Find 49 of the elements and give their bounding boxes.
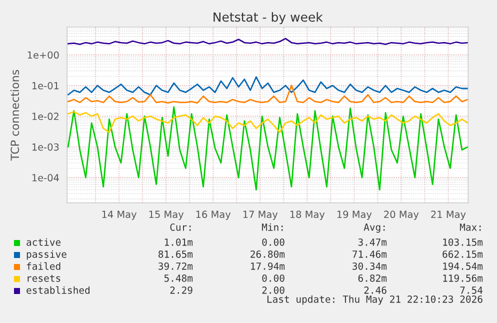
x-tick-label: 20 May: [384, 210, 419, 220]
text: 0.00: [262, 274, 284, 282]
legend-label: established: [26, 286, 90, 294]
y-tick-label: 1e-01: [32, 82, 59, 90]
text: 103.15m: [443, 238, 483, 246]
chart-title: Netstat - by week: [214, 12, 323, 24]
text: 1.01m: [164, 238, 193, 246]
text: Avg:: [364, 224, 385, 233]
y-tick-label: 1e-02: [32, 112, 58, 120]
x-tick-label: 18 May: [290, 210, 325, 220]
x-tick-label: 19 May: [337, 210, 372, 220]
text: 0.00: [262, 238, 284, 246]
x-tick-label: 15 May: [149, 210, 184, 220]
text: 662.15m: [442, 250, 483, 258]
x-tick-label: 17 May: [243, 210, 278, 220]
y-tick-label: 1e-03: [32, 143, 59, 151]
text: 26.80m: [250, 250, 285, 258]
line-series: [67, 106, 468, 190]
y-tick-label: 1e-04: [32, 174, 59, 182]
x-tick-label: 21 May: [431, 210, 466, 220]
text: 39.72m: [158, 262, 193, 270]
text: 6.82m: [358, 274, 387, 282]
legend-label: active: [26, 238, 61, 246]
text: 119.56m: [443, 274, 483, 282]
line-series: [67, 111, 468, 133]
text: Last update: Thu May 21 22:10:23 2026: [267, 295, 482, 305]
text: 30.34m: [352, 262, 387, 270]
text: 7.54: [460, 286, 483, 294]
line-series: [67, 76, 468, 96]
y-axis-title: TCP connections: [10, 70, 20, 161]
text: 71.46m: [352, 250, 387, 258]
text: 5.48m: [164, 274, 193, 282]
legend-label: failed: [26, 262, 60, 270]
x-tick-label: 14 May: [102, 210, 137, 220]
text: 194.54m: [443, 262, 483, 270]
x-tick-label: 16 May: [196, 210, 231, 220]
text: 81.65m: [158, 250, 193, 258]
y-tick-label: 1e+00: [28, 51, 59, 59]
text: 3.47m: [358, 238, 387, 246]
text: Min:: [262, 223, 283, 231]
legend-label: passive: [26, 250, 66, 260]
text: 2.00: [262, 286, 284, 294]
text: Max:: [460, 224, 481, 231]
text: 17.94m: [251, 262, 285, 270]
line-series: [67, 84, 468, 104]
text: 2.46: [364, 286, 386, 294]
text: Cur:: [170, 223, 191, 231]
text: 2.29: [170, 286, 192, 294]
legend-label: resets: [28, 274, 60, 282]
